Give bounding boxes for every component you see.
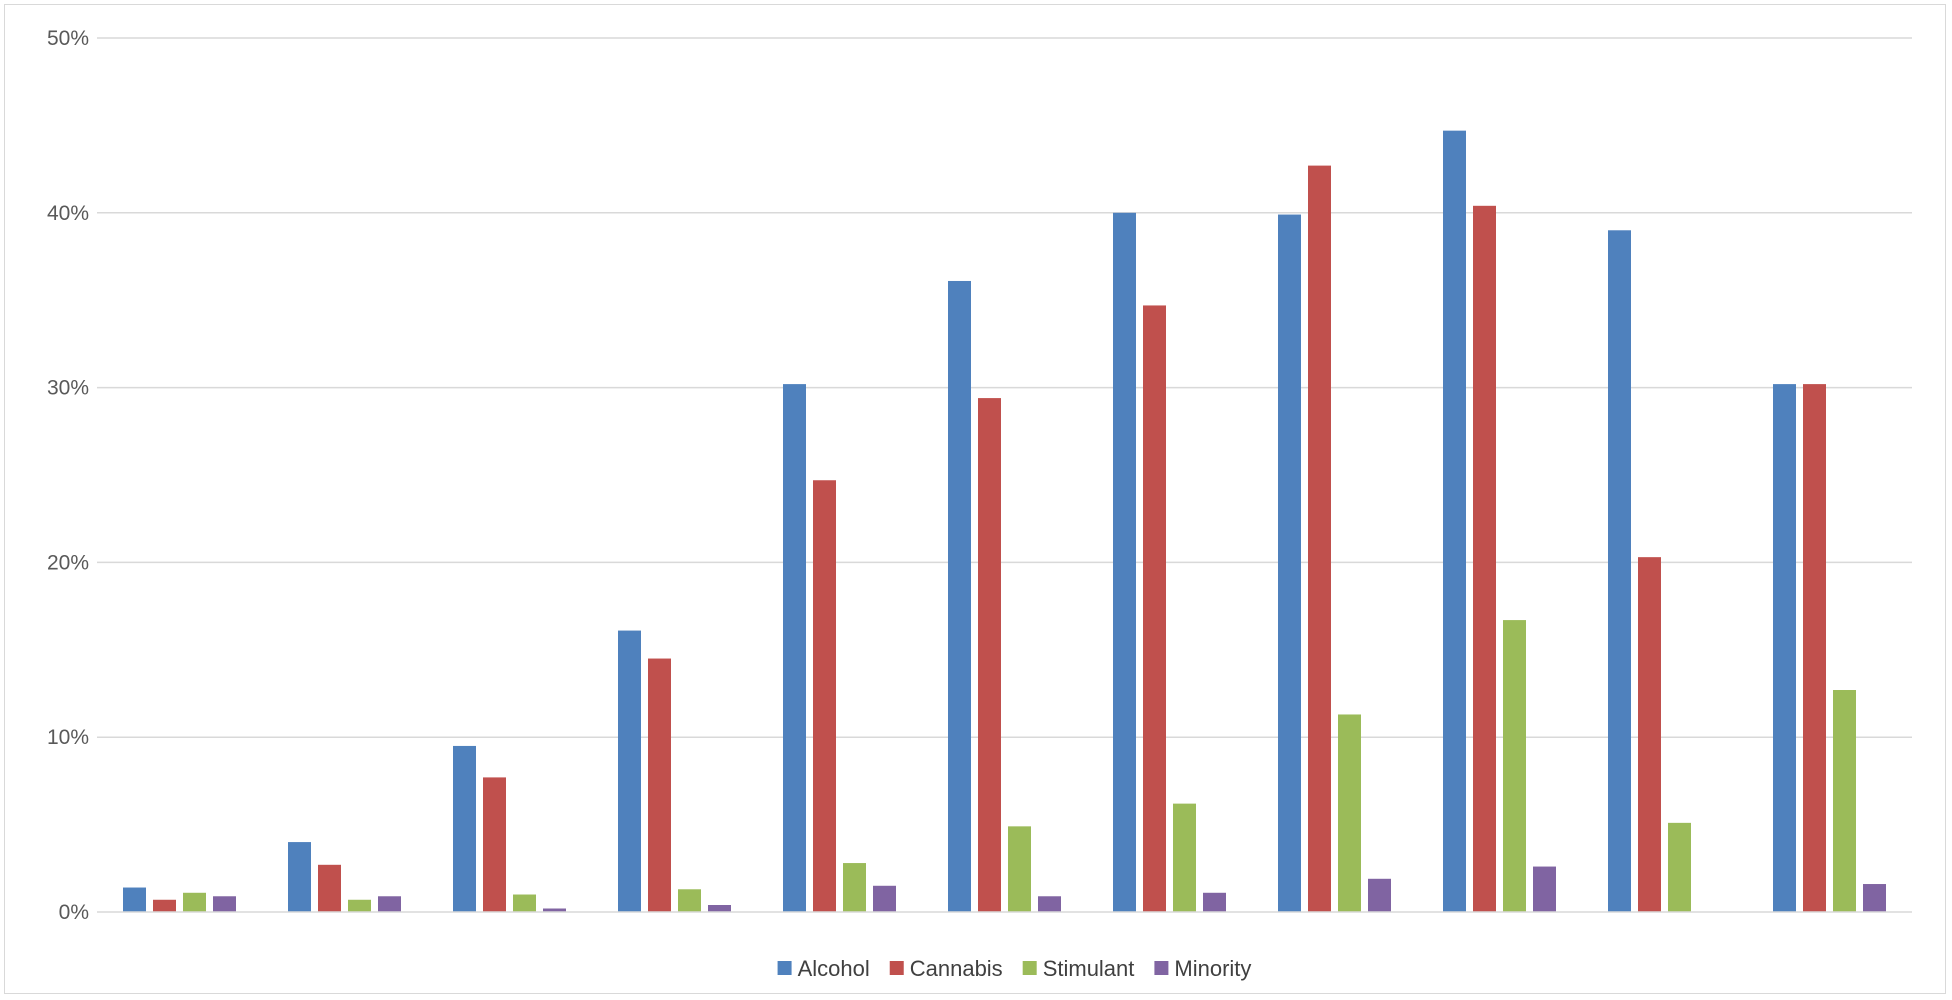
bar-minority: [1533, 866, 1556, 912]
bar-minority: [1863, 884, 1886, 912]
bar-cannabis: [153, 899, 176, 912]
bar-cannabis: [1638, 557, 1661, 912]
y-tick-label: 0%: [59, 901, 89, 924]
bar-cannabis: [1803, 384, 1826, 912]
bar-cannabis: [318, 864, 341, 912]
legend-swatch: [777, 961, 792, 975]
bar-minority: [708, 905, 731, 912]
bar-minority: [1203, 892, 1226, 912]
y-tick-label: 40%: [47, 202, 89, 225]
legend-swatch: [1022, 961, 1037, 975]
legend-swatch: [889, 961, 904, 975]
legend-swatch: [1154, 961, 1169, 975]
bar-stimulant: [1668, 822, 1691, 912]
y-axis-tick-labels: 0% 10% 20% 30% 40% 50%: [47, 27, 89, 924]
bar-cannabis: [1143, 305, 1166, 913]
bar-alcohol: [288, 842, 311, 912]
bar-stimulant: [1503, 620, 1526, 912]
bars: [123, 130, 1886, 913]
bar-stimulant: [843, 863, 866, 912]
bar-stimulant: [183, 892, 206, 912]
bar-minority: [873, 885, 896, 912]
bar-stimulant: [513, 894, 536, 912]
legend-label: Minority: [1174, 956, 1251, 981]
bar-minority: [1368, 878, 1391, 912]
bar-minority: [213, 896, 236, 912]
bar-alcohol: [948, 280, 971, 912]
legend-label: Cannabis: [910, 956, 1003, 981]
bar-stimulant: [1338, 714, 1361, 912]
y-tick-label: 50%: [47, 27, 89, 50]
y-tick-label: 20%: [47, 551, 89, 574]
legend-item-stimulant: Stimulant: [1022, 956, 1135, 981]
bar-cannabis: [1308, 165, 1331, 912]
bar-cannabis: [483, 777, 506, 912]
bar-stimulant: [1008, 826, 1031, 912]
legend-label: Stimulant: [1043, 956, 1135, 981]
bar-stimulant: [348, 899, 371, 912]
bar-chart: 0% 10% 20% 30% 40% 50% Alcohol Cannabis …: [47, 27, 1912, 981]
bar-cannabis: [813, 480, 836, 912]
bar-stimulant: [1833, 690, 1856, 912]
bar-alcohol: [453, 745, 476, 912]
bar-alcohol: [783, 384, 806, 912]
bar-alcohol: [1113, 212, 1136, 913]
legend: Alcohol Cannabis Stimulant Minority: [777, 956, 1251, 981]
bar-alcohol: [1443, 130, 1466, 913]
bar-alcohol: [1773, 384, 1796, 912]
bar-cannabis: [648, 658, 671, 912]
legend-item-minority: Minority: [1154, 956, 1251, 981]
y-tick-label: 30%: [47, 377, 89, 400]
bar-minority: [543, 908, 566, 912]
legend-label: Alcohol: [798, 956, 870, 981]
y-tick-label: 10%: [47, 726, 89, 749]
bar-alcohol: [123, 887, 146, 912]
bar-cannabis: [1473, 205, 1496, 913]
bar-minority: [378, 896, 401, 912]
bar-minority: [1038, 896, 1061, 912]
legend-item-alcohol: Alcohol: [777, 956, 870, 981]
bar-alcohol: [618, 630, 641, 912]
bar-cannabis: [978, 398, 1001, 912]
chart-frame: 0% 10% 20% 30% 40% 50% Alcohol Cannabis …: [4, 4, 1946, 994]
bar-alcohol: [1278, 214, 1301, 913]
bar-stimulant: [678, 889, 701, 912]
legend-item-cannabis: Cannabis: [889, 956, 1003, 981]
bar-stimulant: [1173, 803, 1196, 912]
bar-alcohol: [1608, 230, 1631, 912]
